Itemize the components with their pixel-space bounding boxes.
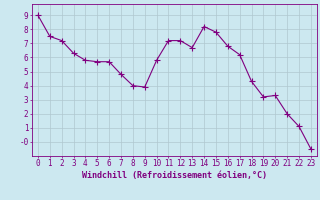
X-axis label: Windchill (Refroidissement éolien,°C): Windchill (Refroidissement éolien,°C) [82,171,267,180]
